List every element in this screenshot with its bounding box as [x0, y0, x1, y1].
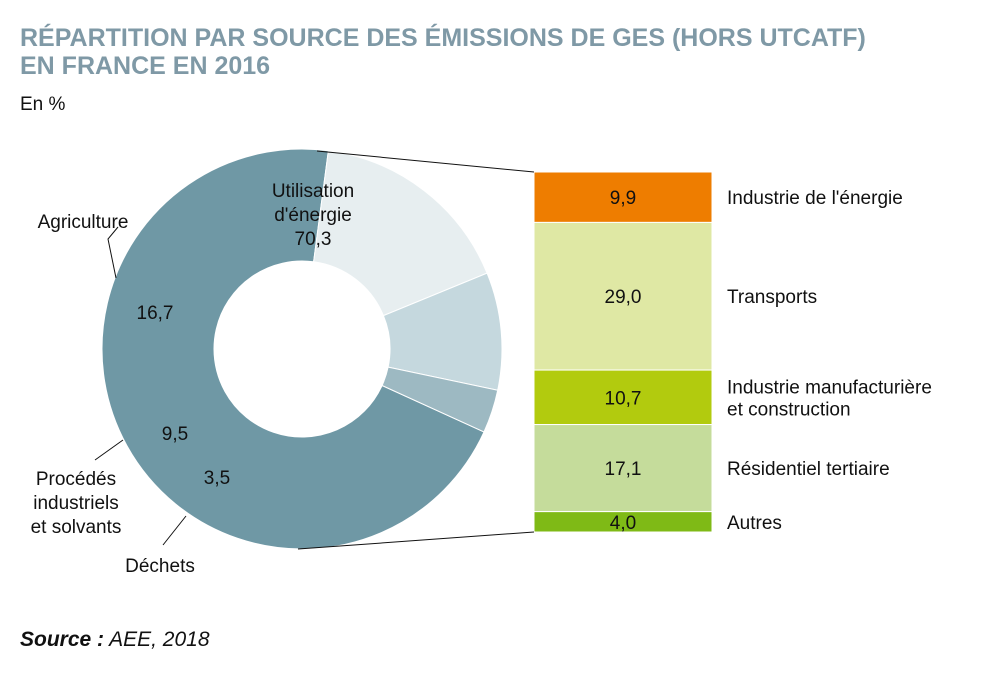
connector-top: [316, 150, 535, 173]
chart-title-line-2: EN FRANCE EN 2016: [20, 52, 271, 80]
breakdown-value-industrie_manufacturiere: 10,7: [605, 388, 642, 409]
donut-category-agriculture-line-1: Agriculture: [38, 212, 129, 233]
donut-value-procedes-line-1: 9,5: [162, 424, 188, 445]
breakdown-label-residentiel-line-1: Résidentiel tertiaire: [727, 459, 890, 480]
leader-line-dechets: [162, 515, 187, 546]
breakdown-value-industrie_manufacturiere-line-1: 10,7: [605, 388, 642, 409]
leader-line-procedes: [94, 439, 124, 461]
source-note: Source : AEE, 2018: [20, 628, 210, 652]
donut-value-agriculture: 16,7: [137, 303, 174, 324]
breakdown-label-transports-line-1: Transports: [727, 287, 817, 308]
breakdown-value-transports: 29,0: [605, 287, 642, 308]
breakdown-segment-residentiel: [533, 424, 713, 513]
breakdown-value-industrie_energie-line-1: 9,9: [610, 188, 636, 209]
breakdown-segment-industrie_energie: [533, 171, 713, 223]
breakdown-value-autres: 4,0: [610, 513, 636, 534]
donut-category-dechets-line-1: Déchets: [125, 556, 195, 577]
donut-category-dechets: Déchets: [125, 556, 195, 577]
breakdown-label-autres: Autres: [727, 513, 782, 534]
donut-category-procedes-line-1: Procédés: [36, 469, 116, 490]
leader-line-agriculture: [107, 226, 119, 279]
donut-label-energy-line-1: Utilisation: [272, 181, 354, 202]
donut-category-procedes-line-3: et solvants: [31, 517, 122, 538]
chart-title-line-1: RÉPARTITION PAR SOURCE DES ÉMISSIONS DE …: [20, 24, 866, 52]
breakdown-segment-autres: [533, 511, 713, 533]
breakdown-label-autres-line-1: Autres: [727, 513, 782, 534]
donut-value-procedes: 9,5: [162, 424, 188, 445]
breakdown-value-autres-line-1: 4,0: [610, 513, 636, 534]
breakdown-value-residentiel: 17,1: [605, 459, 642, 480]
breakdown-label-industrie_manufacturiere: Industrie manufacturière et construction: [727, 377, 932, 420]
breakdown-label-industrie_manufacturiere-line-1: Industrie manufacturière: [727, 377, 932, 398]
unit-label: En %: [20, 94, 66, 115]
breakdown-value-transports-line-1: 29,0: [605, 287, 642, 308]
breakdown-label-industrie_energie: Industrie de l'énergie: [727, 188, 903, 209]
breakdown-value-residentiel-line-1: 17,1: [605, 459, 642, 480]
donut-value-dechets: 3,5: [204, 468, 230, 489]
chart-title: RÉPARTITION PAR SOURCE DES ÉMISSIONS DE …: [20, 24, 866, 80]
donut-slice-energy: [101, 148, 485, 550]
donut-category-procedes-line-2: industriels: [33, 493, 119, 514]
donut-category-agriculture: Agriculture: [38, 212, 129, 233]
breakdown-label-transports: Transports: [727, 287, 817, 308]
breakdown-segment-industrie_manufacturiere: [533, 369, 713, 426]
breakdown-segment-transports: [533, 221, 713, 371]
donut-category-procedes: Procédés industriels et solvants: [31, 469, 122, 538]
source-text: AEE, 2018: [104, 628, 210, 651]
breakdown-label-industrie_energie-line-1: Industrie de l'énergie: [727, 188, 903, 209]
breakdown-label-industrie_manufacturiere-line-2: et construction: [727, 399, 851, 420]
donut-label-energy-line-2: d'énergie: [274, 205, 352, 226]
donut-value-agriculture-line-1: 16,7: [137, 303, 174, 324]
donut-label-energy-line-3: 70,3: [295, 229, 332, 250]
donut-slice-agriculture: [313, 150, 488, 317]
donut-label-energy: Utilisation d'énergie 70,3: [272, 181, 354, 250]
source-label: Source :: [20, 628, 105, 651]
donut-value-dechets-line-1: 3,5: [204, 468, 230, 489]
breakdown-label-residentiel: Résidentiel tertiaire: [727, 459, 890, 480]
connector-bottom: [297, 531, 535, 550]
donut-slice-dechets: [381, 366, 499, 433]
breakdown-value-industrie_energie: 9,9: [610, 188, 636, 209]
